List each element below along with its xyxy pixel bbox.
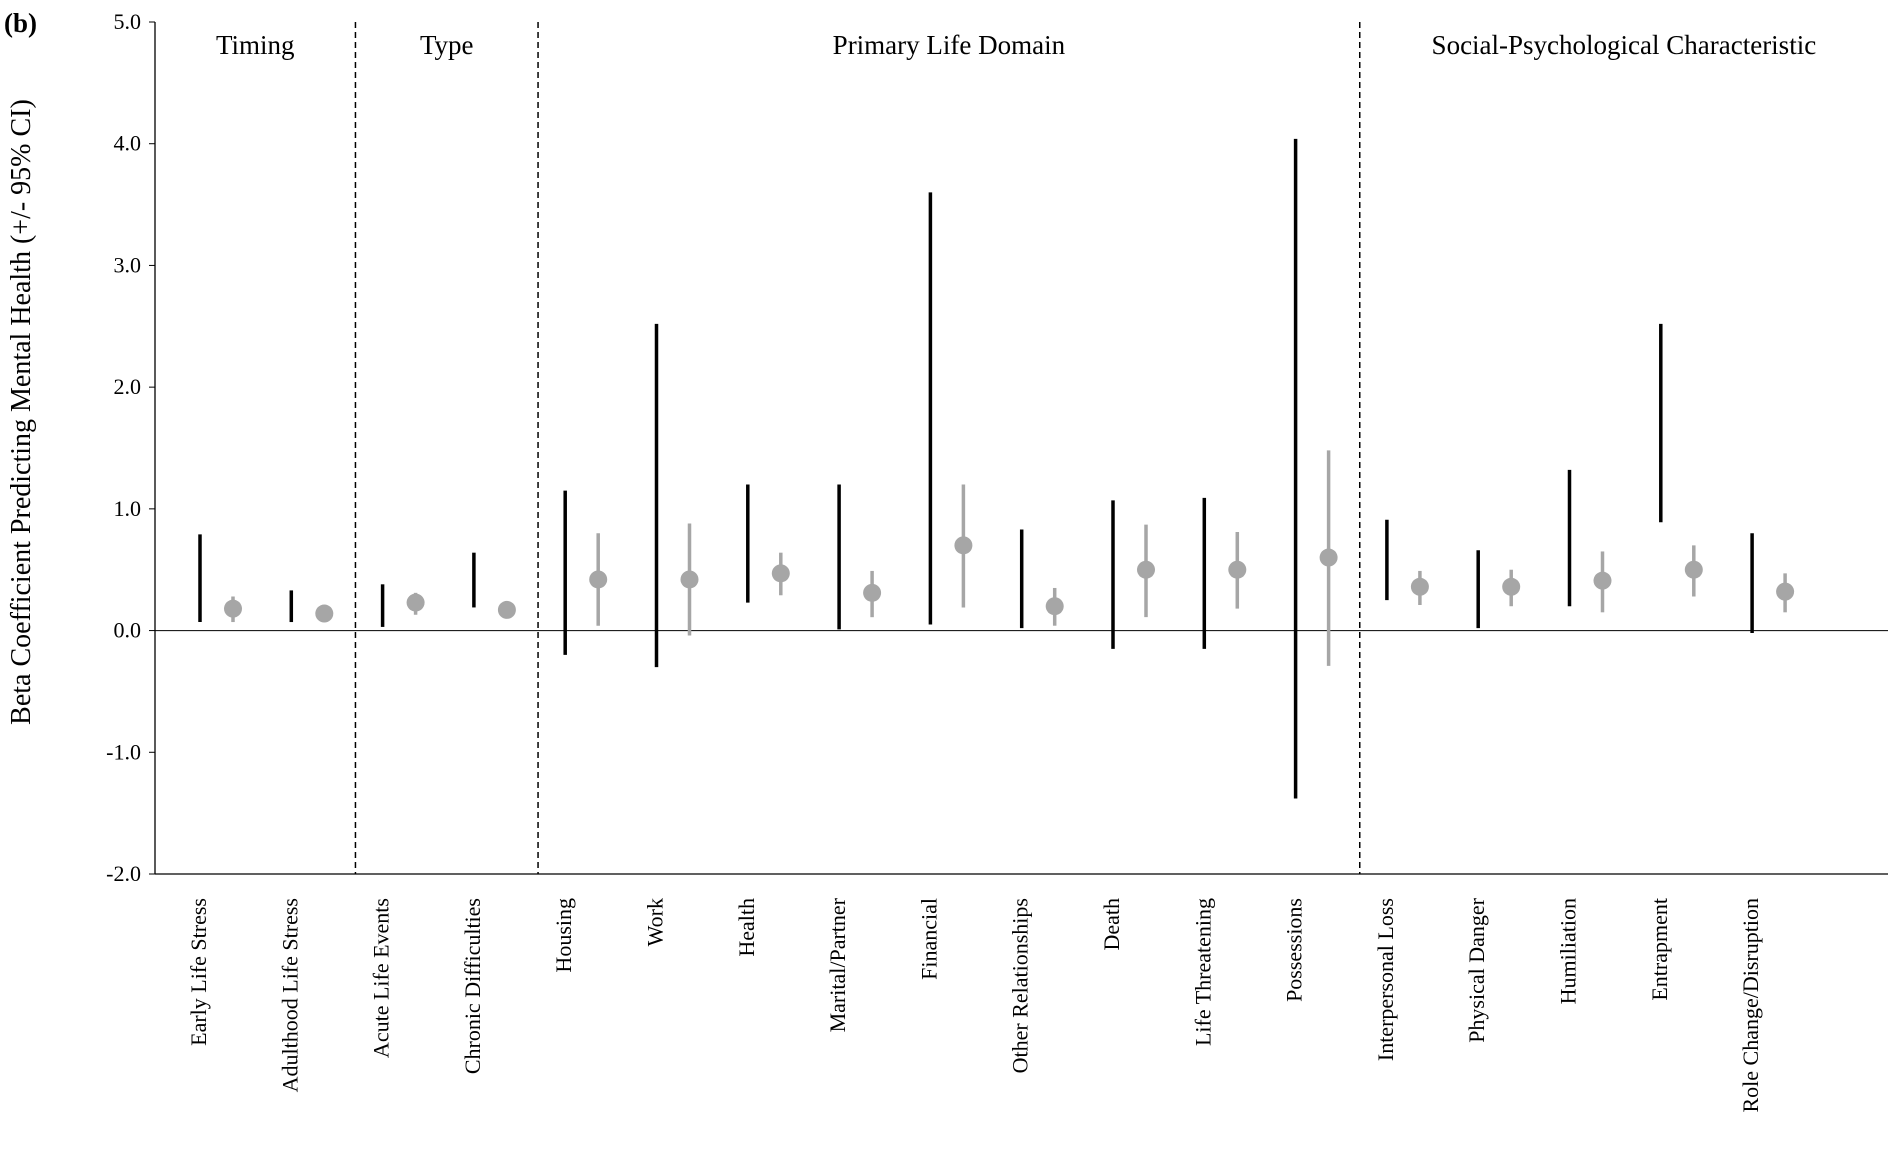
gray-point-entrapment xyxy=(1684,560,1703,579)
gray-point-chronic-difficulties xyxy=(497,600,516,619)
gray-point-physical-danger xyxy=(1502,577,1521,596)
x-tick-label-entrapment: Entrapment xyxy=(1647,898,1672,1001)
y-tick-label: 5.0 xyxy=(114,9,142,34)
x-tick-label-possessions: Possessions xyxy=(1282,898,1307,1002)
x-tick-label-work: Work xyxy=(643,898,668,946)
x-tick-label-adulthood-life-stress: Adulthood Life Stress xyxy=(277,898,302,1092)
gray-point-role-change-disruption xyxy=(1776,582,1795,601)
x-tick-label-interpersonal-loss: Interpersonal Loss xyxy=(1373,898,1398,1061)
x-tick-label-housing: Housing xyxy=(551,898,576,973)
x-tick-label-health: Health xyxy=(734,898,759,957)
group-label-type: Type xyxy=(420,30,474,60)
panel-label: (b) xyxy=(4,8,37,38)
x-tick-label-financial: Financial xyxy=(916,898,941,980)
gray-point-humiliation xyxy=(1593,571,1612,590)
x-tick-label-other-relationships: Other Relationships xyxy=(1008,898,1033,1073)
y-tick-label: 0.0 xyxy=(114,618,142,643)
gray-point-interpersonal-loss xyxy=(1410,577,1429,596)
plot-area: -2.0 -1.0 0.0 1.0 2.0 3.0 4.0 5.0 Timing Type Prim… xyxy=(106,9,1888,1112)
group-label-timing: Timing xyxy=(216,30,295,60)
gray-point-acute-life-events xyxy=(406,593,425,612)
gray-point-life-threatening xyxy=(1228,560,1247,579)
x-tick-label-physical-danger: Physical Danger xyxy=(1464,897,1489,1042)
x-tick-label-acute-life-events: Acute Life Events xyxy=(369,898,394,1058)
x-tick-label-marital-partner: Marital/Partner xyxy=(825,897,850,1032)
gray-point-financial xyxy=(954,536,973,555)
gray-point-housing xyxy=(589,570,608,589)
x-tick-label-role-change-disruption: Role Change/Disruption xyxy=(1738,898,1763,1112)
gray-point-death xyxy=(1137,560,1155,579)
y-tick-label: -1.0 xyxy=(106,739,141,764)
y-tick-label: 3.0 xyxy=(114,252,142,277)
y-tick-label: 4.0 xyxy=(114,131,142,156)
gray-point-work xyxy=(680,570,699,589)
x-tick-label-death: Death xyxy=(1099,898,1124,951)
x-tick-label-chronic-difficulties: Chronic Difficulties xyxy=(460,898,485,1074)
y-tick-label: 2.0 xyxy=(114,374,142,399)
gray-point-early-life-stress xyxy=(224,599,242,618)
y-axis-title: Beta Coefficient Predicting Mental Healt… xyxy=(6,99,37,725)
y-tick-label: -2.0 xyxy=(106,861,141,886)
group-label-social-psychological-characteristic: Social-Psychological Characteristic xyxy=(1432,30,1817,60)
gray-point-possessions xyxy=(1319,548,1338,567)
group-label-primary-life-domain: Primary Life Domain xyxy=(833,30,1066,60)
y-tick-label: 1.0 xyxy=(114,496,142,521)
x-tick-label-life-threatening: Life Threatening xyxy=(1190,898,1215,1046)
gray-point-health xyxy=(771,564,790,583)
gray-point-other-relationships xyxy=(1045,597,1064,616)
x-tick-label-early-life-stress: Early Life Stress xyxy=(186,898,211,1046)
gray-point-marital-partner xyxy=(863,583,882,602)
gray-point-adulthood-life-stress xyxy=(315,604,334,623)
x-tick-label-humiliation: Humiliation xyxy=(1556,898,1581,1004)
